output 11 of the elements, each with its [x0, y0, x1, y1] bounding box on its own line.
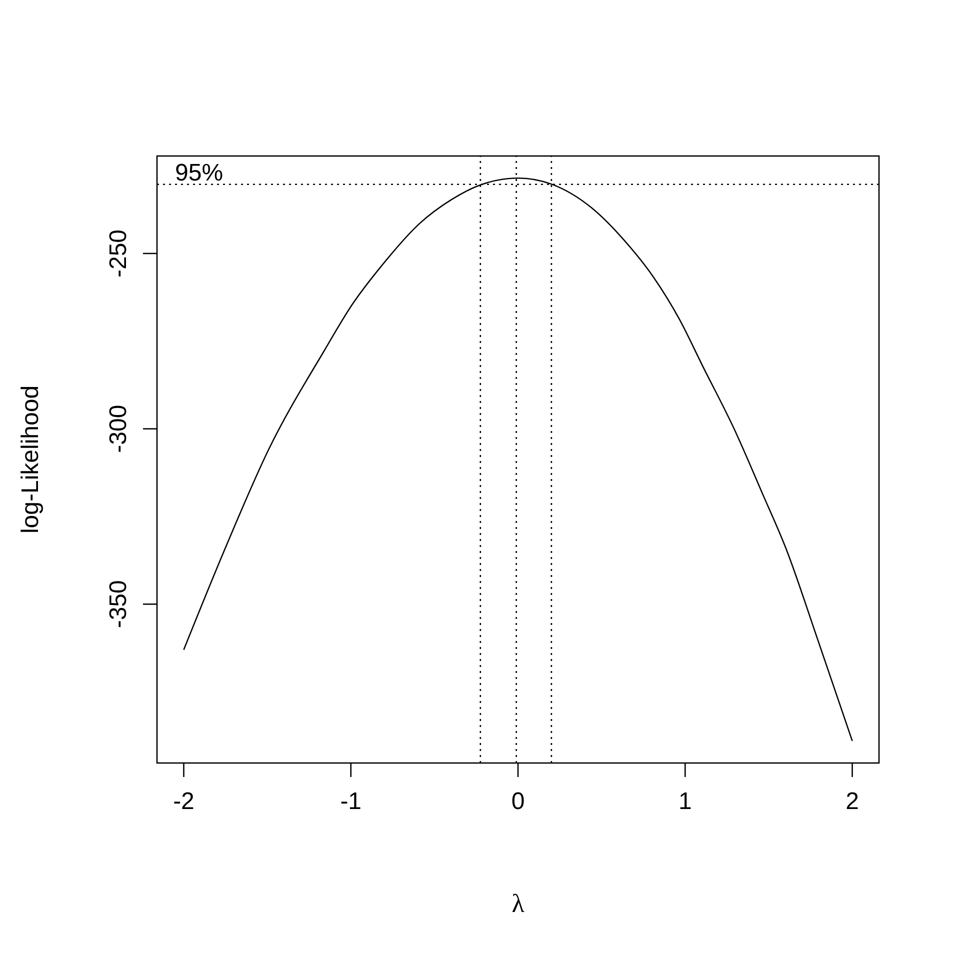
- y-tick-label: -250: [105, 229, 132, 278]
- annotation: 95%: [175, 159, 224, 186]
- x-tick-label: 1: [678, 788, 692, 815]
- x-tick-label: 0: [511, 788, 525, 815]
- x-axis-title: λ: [512, 889, 525, 918]
- x-tick-label: -1: [340, 788, 362, 815]
- y-tick-label: -300: [105, 404, 132, 453]
- x-tick-label: 2: [846, 788, 859, 815]
- x-tick-label: -2: [173, 788, 194, 815]
- y-tick-label: -350: [105, 580, 132, 628]
- y-axis-title: log-Likelihood: [17, 385, 44, 534]
